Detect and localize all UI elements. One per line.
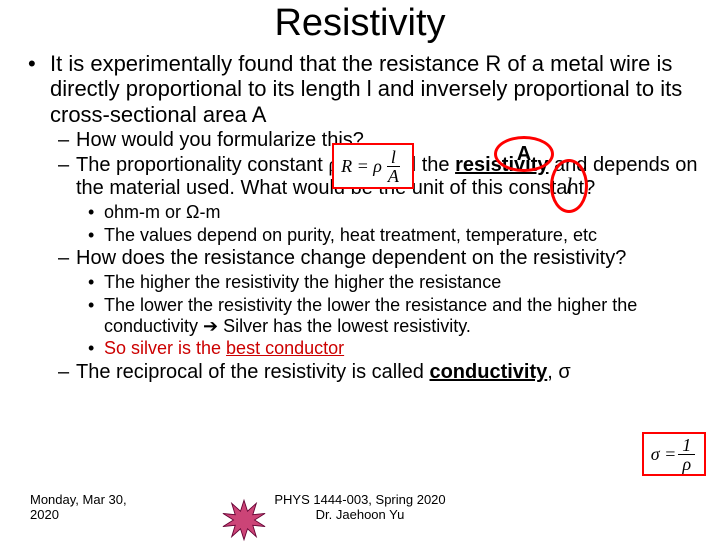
main-bullet: • It is experimentally found that the re… bbox=[28, 51, 700, 127]
bullet-dot-icon: • bbox=[88, 202, 104, 223]
bullet-dot-icon: • bbox=[88, 272, 104, 293]
sub-bullet-3: – How does the resistance change depende… bbox=[28, 247, 700, 270]
text-fragment: So silver is the bbox=[104, 338, 226, 358]
term-conductivity: conductivity bbox=[429, 361, 547, 383]
sub-bullet-2b: • The values depend on purity, heat trea… bbox=[28, 225, 700, 246]
term-best-conductor: best conductor bbox=[226, 338, 344, 358]
text-fragment: The proportionality constant bbox=[76, 154, 328, 176]
fraction-den: A bbox=[384, 167, 403, 185]
label-l-text: l bbox=[566, 173, 572, 199]
fraction-num: l bbox=[387, 148, 400, 167]
slide-body: • It is experimentally found that the re… bbox=[0, 51, 720, 384]
bullet-dot-icon: • bbox=[88, 338, 104, 359]
sub-bullet-3a: • The higher the resistivity the higher … bbox=[28, 272, 700, 293]
sub-bullet-3a-text: The higher the resistivity the higher th… bbox=[104, 272, 501, 293]
bullet-dot-icon: • bbox=[88, 225, 104, 246]
circled-label-A: A bbox=[494, 136, 554, 172]
sub-bullet-3b: • The lower the resistivity the lower th… bbox=[28, 295, 700, 336]
arrow-icon: ➔ bbox=[203, 316, 218, 336]
sub-bullet-4-text: The reciprocal of the resistivity is cal… bbox=[76, 361, 571, 384]
fraction: 1 ρ bbox=[678, 436, 695, 473]
text-fragment: , σ bbox=[547, 361, 570, 383]
dash-icon: – bbox=[58, 129, 76, 152]
footer-center: PHYS 1444-003, Spring 2020 Dr. Jaehoon Y… bbox=[260, 492, 460, 522]
dash-icon: – bbox=[58, 154, 76, 200]
main-bullet-text: It is experimentally found that the resi… bbox=[50, 51, 700, 127]
text-fragment: The reciprocal of the resistivity is cal… bbox=[76, 361, 429, 383]
formula-lhs: σ = bbox=[651, 444, 677, 465]
bullet-dot-icon: • bbox=[88, 295, 104, 336]
footer-left: Monday, Mar 30, 2020 bbox=[30, 492, 127, 522]
sub-bullet-3c-text: So silver is the best conductor bbox=[104, 338, 344, 359]
sub-bullet-3-text: How does the resistance change dependent… bbox=[76, 247, 626, 270]
label-A-text: A bbox=[517, 143, 531, 166]
sub-bullet-1-text: How would you formularize this? bbox=[76, 129, 364, 152]
formula-conductivity: σ = 1 ρ bbox=[642, 432, 706, 476]
dash-icon: – bbox=[58, 361, 76, 384]
sub-bullet-3b-text: The lower the resistivity the lower the … bbox=[104, 295, 700, 336]
sub-bullet-3c: • So silver is the best conductor bbox=[28, 338, 700, 359]
footer-author: Dr. Jaehoon Yu bbox=[260, 507, 460, 522]
sub-bullet-4: – The reciprocal of the resistivity is c… bbox=[28, 361, 700, 384]
fraction-num: 1 bbox=[678, 436, 695, 455]
sub-bullet-2a: • ohm-m or Ω‑m bbox=[28, 202, 700, 223]
footer-date-2: 2020 bbox=[30, 507, 127, 522]
formula-resistance: R = ρ l A bbox=[332, 143, 414, 189]
slide-title: Resistivity bbox=[0, 0, 720, 51]
formula-rho: ρ bbox=[373, 156, 382, 177]
dash-icon: – bbox=[58, 247, 76, 270]
footer-date-1: Monday, Mar 30, bbox=[30, 492, 127, 507]
formula-lhs: R = bbox=[341, 156, 369, 177]
circled-label-l: l bbox=[550, 159, 588, 213]
fraction-den: ρ bbox=[678, 455, 695, 473]
fraction: l A bbox=[384, 148, 403, 185]
sub-bullet-2b-text: The values depend on purity, heat treatm… bbox=[104, 225, 597, 246]
text-fragment: Silver has the lowest resistivity. bbox=[218, 316, 471, 336]
bullet-dot-icon: • bbox=[28, 51, 50, 127]
sub-bullet-2a-text: ohm-m or Ω‑m bbox=[104, 202, 220, 223]
footer-course: PHYS 1444-003, Spring 2020 bbox=[260, 492, 460, 507]
